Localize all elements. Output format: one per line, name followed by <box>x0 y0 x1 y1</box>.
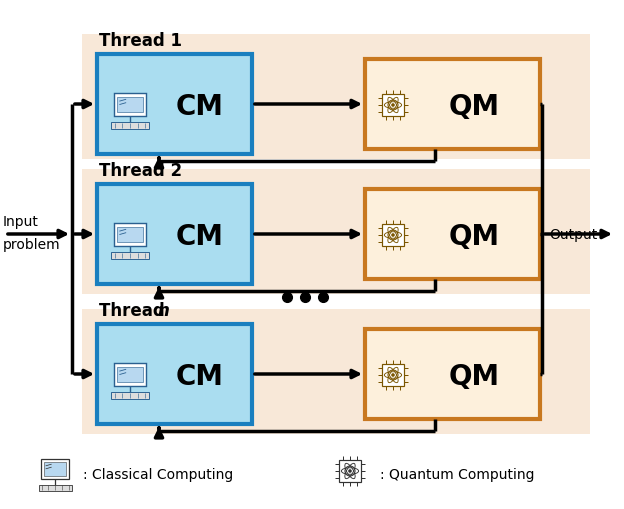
FancyBboxPatch shape <box>97 185 252 285</box>
Circle shape <box>388 231 398 241</box>
FancyBboxPatch shape <box>82 169 590 294</box>
Text: n: n <box>157 301 169 319</box>
Text: Output: Output <box>549 228 597 242</box>
Text: problem: problem <box>3 238 61 251</box>
FancyBboxPatch shape <box>111 253 149 260</box>
FancyBboxPatch shape <box>117 367 143 382</box>
FancyBboxPatch shape <box>82 309 590 434</box>
FancyBboxPatch shape <box>114 364 146 386</box>
FancyBboxPatch shape <box>41 459 69 478</box>
FancyBboxPatch shape <box>114 94 146 116</box>
FancyBboxPatch shape <box>339 460 361 482</box>
FancyBboxPatch shape <box>382 225 404 246</box>
Text: Thread 1: Thread 1 <box>99 32 182 50</box>
FancyBboxPatch shape <box>44 462 66 475</box>
Circle shape <box>391 234 395 237</box>
FancyBboxPatch shape <box>114 224 146 246</box>
Circle shape <box>348 469 352 473</box>
FancyBboxPatch shape <box>365 60 540 150</box>
FancyBboxPatch shape <box>117 228 143 243</box>
Text: QM: QM <box>449 362 500 390</box>
FancyBboxPatch shape <box>39 485 72 491</box>
FancyBboxPatch shape <box>382 364 404 386</box>
Circle shape <box>391 104 395 107</box>
FancyBboxPatch shape <box>365 190 540 279</box>
Text: Input: Input <box>3 215 39 229</box>
Circle shape <box>345 466 355 476</box>
Text: Thread: Thread <box>99 301 170 319</box>
Text: CM: CM <box>175 362 223 390</box>
FancyBboxPatch shape <box>111 123 149 130</box>
Circle shape <box>388 101 398 111</box>
Text: CM: CM <box>175 222 223 250</box>
Text: : Quantum Computing: : Quantum Computing <box>380 467 535 481</box>
Text: QM: QM <box>449 222 500 250</box>
FancyBboxPatch shape <box>82 35 590 160</box>
Circle shape <box>388 370 398 380</box>
Circle shape <box>391 374 395 377</box>
FancyBboxPatch shape <box>111 392 149 400</box>
FancyBboxPatch shape <box>97 55 252 155</box>
Text: Thread 2: Thread 2 <box>99 162 182 180</box>
FancyBboxPatch shape <box>117 98 143 113</box>
Text: QM: QM <box>449 93 500 121</box>
Text: CM: CM <box>175 93 223 121</box>
FancyBboxPatch shape <box>365 329 540 419</box>
FancyBboxPatch shape <box>382 95 404 117</box>
FancyBboxPatch shape <box>97 324 252 424</box>
Text: : Classical Computing: : Classical Computing <box>83 467 233 481</box>
